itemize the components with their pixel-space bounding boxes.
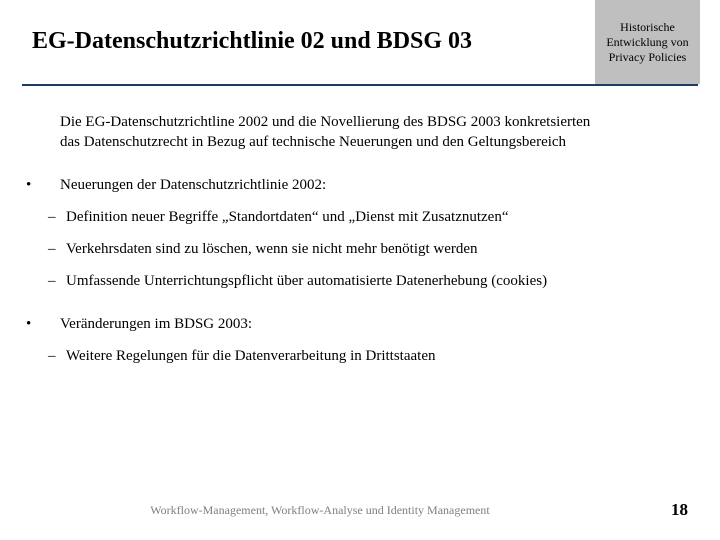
dash-icon: – [48,346,56,366]
list-item: • Neuerungen der Datenschutzrichtlinie 2… [26,175,680,292]
slide: Historische Entwicklung von Privacy Poli… [0,0,720,540]
sub-item-text: Umfassende Unterrichtungspflicht über au… [66,271,626,291]
bullet-icon: • [26,175,31,195]
footer-text: Workflow-Management, Workflow-Analyse un… [0,503,640,518]
list-item: • Veränderungen im BDSG 2003: – Weitere … [26,314,680,367]
dash-icon: – [48,239,56,259]
sub-list-item: – Weitere Regelungen für die Datenverarb… [48,346,680,366]
list-heading: Veränderungen im BDSG 2003: [60,314,680,334]
body-content: Die EG-Datenschutzrichtline 2002 und die… [60,112,680,378]
sub-list-item: – Definition neuer Begriffe „Standortdat… [48,207,680,227]
dash-icon: – [48,271,56,291]
dash-icon: – [48,207,56,227]
intro-paragraph: Die EG-Datenschutzrichtline 2002 und die… [60,112,600,153]
sub-item-text: Verkehrsdaten sind zu löschen, wenn sie … [66,239,626,259]
page-number: 18 [671,500,688,520]
slide-title: EG-Datenschutzrichtlinie 02 und BDSG 03 [0,28,595,55]
header-row: EG-Datenschutzrichtlinie 02 und BDSG 03 [0,28,720,55]
bullet-icon: • [26,314,31,334]
title-underline [22,84,698,86]
sub-item-text: Definition neuer Begriffe „Standortdaten… [66,207,626,227]
sub-list-item: – Umfassende Unterrichtungspflicht über … [48,271,680,291]
list-heading: Neuerungen der Datenschutzrichtlinie 200… [60,175,680,195]
sub-item-text: Weitere Regelungen für die Datenverarbei… [66,346,626,366]
sub-list-item: – Verkehrsdaten sind zu löschen, wenn si… [48,239,680,259]
